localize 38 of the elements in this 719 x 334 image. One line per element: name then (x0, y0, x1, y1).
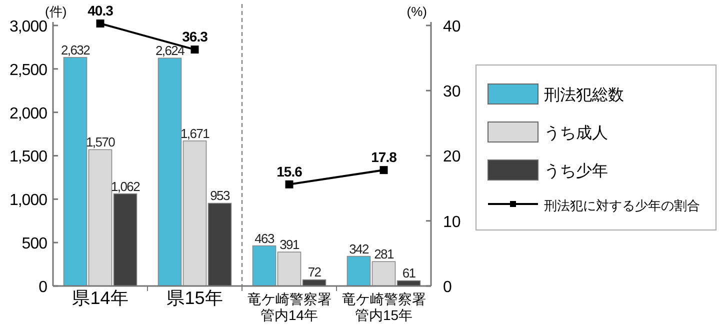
x-tick-label: 県15年 (166, 288, 223, 308)
y-tick-label: 1,500 (9, 148, 48, 166)
y2-axis-title: (%) (406, 4, 427, 19)
data-label: 391 (280, 237, 300, 252)
data-label: 15.6 (276, 163, 303, 180)
legend-label: 刑法犯に対する少年の割合 (544, 198, 700, 213)
y-tick-label: 500 (22, 236, 48, 253)
y-tick-label: 1,000 (9, 192, 48, 210)
y2-tick-label: 40 (443, 18, 461, 36)
data-label: 40.3 (88, 2, 114, 18)
y-tick-label: 2,500 (9, 62, 48, 79)
y2-tick-label: 0 (443, 279, 452, 296)
data-label: 1,062 (110, 178, 140, 194)
x-tick-label: 竜ケ崎警察署管内15年 (342, 291, 426, 324)
data-label: 17.8 (371, 149, 398, 166)
data-label: 72 (308, 264, 322, 280)
data-label: 36.3 (182, 28, 208, 45)
y2-tick-label: 30 (443, 84, 461, 101)
data-label: 1,570 (86, 134, 116, 150)
y-tick-label: 2,000 (9, 105, 48, 122)
data-label: 2,624 (155, 43, 185, 58)
legend-label: うち成人 (544, 124, 608, 142)
data-label: 1,671 (180, 126, 210, 141)
y-axis-title: (件) (45, 4, 67, 19)
legend-label: うち少年 (544, 162, 608, 180)
data-label: 61 (402, 266, 416, 281)
x-tick-label: 県14年 (72, 288, 128, 308)
data-label: 2,632 (60, 42, 90, 58)
y2-tick-label: 20 (443, 148, 461, 166)
data-label: 463 (254, 230, 274, 246)
y2-tick-label: 10 (443, 214, 461, 231)
legend-label: 刑法犯総数 (544, 86, 624, 104)
data-label: 342 (349, 241, 369, 256)
x-tick-label: 竜ケ崎警察署管内14年 (247, 291, 332, 324)
y-tick-label: 3,000 (9, 18, 48, 36)
data-label: 281 (374, 246, 394, 262)
data-label: 953 (210, 188, 230, 204)
y-tick-label: 0 (38, 279, 48, 296)
